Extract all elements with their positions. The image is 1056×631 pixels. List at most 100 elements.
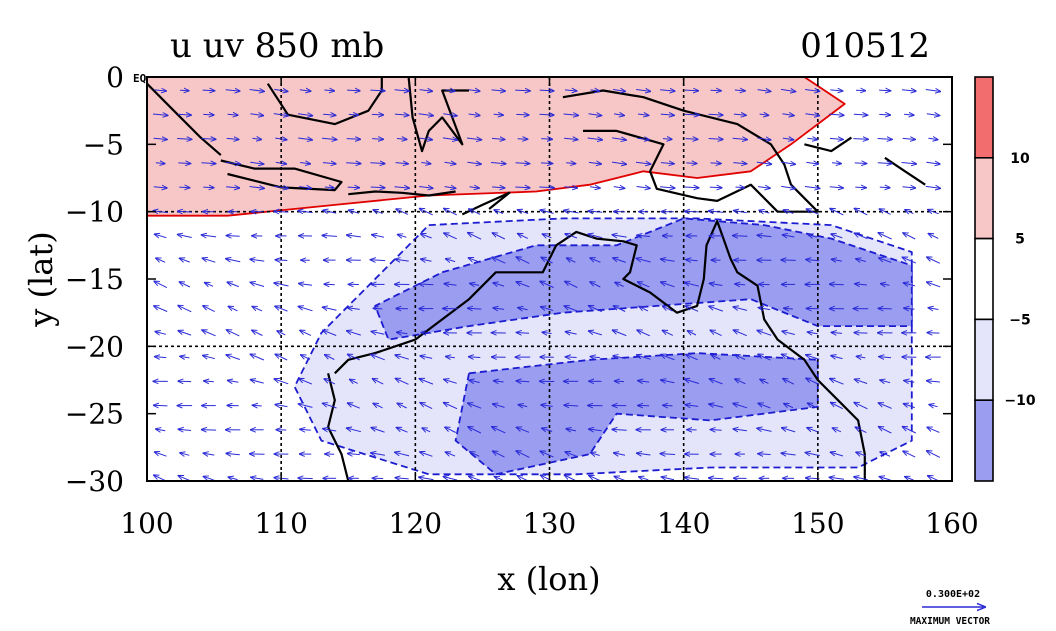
- y-tick-label: −30: [65, 465, 124, 498]
- wind-vector: [830, 452, 844, 457]
- coastline-australia: [334, 220, 866, 481]
- wind-vector: [516, 257, 530, 264]
- wind-vector: [662, 139, 672, 140]
- wind-vector: [491, 90, 506, 91]
- wind-vector: [613, 258, 626, 263]
- wind-vector: [614, 381, 625, 382]
- wind-vector: [588, 306, 603, 313]
- wind-vector: [613, 306, 626, 312]
- wind-vector: [346, 163, 361, 164]
- wind-vector: [298, 211, 313, 213]
- wind-vector: [854, 163, 867, 164]
- wind-vector: [854, 402, 868, 410]
- wind-vector: [325, 355, 335, 360]
- wind-vector: [612, 429, 627, 430]
- wind-vector: [928, 308, 939, 310]
- wind-vector: [273, 186, 288, 188]
- wind-vector: [541, 139, 552, 140]
- wind-vector: [661, 477, 675, 480]
- wind-vector: [370, 187, 385, 188]
- wind-vector: [299, 284, 313, 286]
- wind-vector: [468, 233, 482, 240]
- wind-vector: [252, 306, 263, 312]
- wind-vector: [491, 138, 505, 139]
- wind-vector: [542, 234, 552, 238]
- colorbar-label: −10: [1004, 393, 1035, 409]
- wind-vector: [347, 331, 361, 336]
- wind-vector: [588, 162, 602, 164]
- wind-vector: [252, 138, 261, 139]
- wind-vector: [201, 430, 217, 431]
- wind-vector: [588, 331, 602, 336]
- wind-vector: [636, 90, 650, 92]
- wind-vector: [203, 476, 215, 480]
- wind-vector: [708, 114, 724, 115]
- wind-vector: [684, 90, 699, 91]
- wind-vector: [493, 404, 505, 408]
- wind-vector: [565, 452, 577, 457]
- wind-vector: [419, 379, 434, 385]
- wind-vector: [395, 452, 410, 457]
- wind-vector: [710, 163, 722, 164]
- wind-vector: [323, 330, 337, 336]
- wind-vector: [782, 114, 794, 116]
- wind-vector: [298, 114, 313, 116]
- wind-vector: [808, 403, 818, 409]
- wind-vector: [323, 210, 337, 213]
- wind-vector: [661, 282, 675, 288]
- wind-vector: [927, 257, 941, 264]
- chart-date-label: 010512: [800, 26, 930, 66]
- wind-vector: [735, 284, 746, 285]
- colorbar-label: −5: [1009, 312, 1030, 328]
- wind-vector: [807, 332, 818, 334]
- wind-vector: [250, 354, 265, 361]
- wind-vector: [445, 452, 456, 456]
- wind-vector: [733, 163, 746, 164]
- wind-vector: [517, 139, 528, 140]
- wind-vector: [565, 357, 577, 358]
- wind-vector: [830, 209, 844, 216]
- wind-vector: [470, 283, 480, 285]
- wind-vector: [419, 284, 434, 285]
- wind-vector: [590, 357, 601, 358]
- wind-vector: [780, 89, 796, 91]
- wind-vector: [927, 451, 941, 458]
- wind-vector: [227, 380, 239, 382]
- wind-vector: [880, 284, 890, 286]
- wind-vector: [540, 210, 554, 214]
- wind-vector: [684, 477, 700, 479]
- wind-vector: [419, 138, 433, 140]
- wind-vector: [444, 284, 457, 286]
- wind-vector: [781, 354, 796, 361]
- wind-vector: [660, 163, 674, 164]
- wind-vector: [637, 114, 649, 115]
- wind-vector: [347, 403, 360, 409]
- colorbar-segment: [974, 76, 994, 159]
- wind-vector: [783, 379, 795, 385]
- wind-vector: [612, 330, 627, 337]
- wind-vector: [444, 187, 456, 189]
- wind-vector: [154, 281, 168, 289]
- wind-vector: [783, 210, 794, 214]
- wind-vector: [468, 427, 482, 434]
- wind-vector: [829, 284, 844, 285]
- wind-vector: [590, 282, 601, 288]
- wind-vector: [541, 257, 553, 264]
- wind-vector: [443, 114, 457, 116]
- wind-vector: [831, 234, 843, 239]
- wind-vector: [588, 211, 603, 212]
- wind-vector: [710, 430, 722, 431]
- wind-vector: [371, 453, 385, 456]
- wind-vector: [733, 236, 748, 237]
- wind-vector: [613, 187, 625, 189]
- wind-vector: [250, 114, 263, 116]
- wind-vector: [760, 379, 769, 383]
- wind-vector: [373, 308, 383, 309]
- wind-vector: [443, 477, 458, 481]
- wind-vector: [397, 332, 408, 333]
- wind-vector: [394, 90, 410, 91]
- wind-vector: [853, 114, 868, 115]
- wind-vector: [879, 209, 891, 215]
- wind-vector: [322, 235, 337, 236]
- wind-vector: [178, 331, 192, 336]
